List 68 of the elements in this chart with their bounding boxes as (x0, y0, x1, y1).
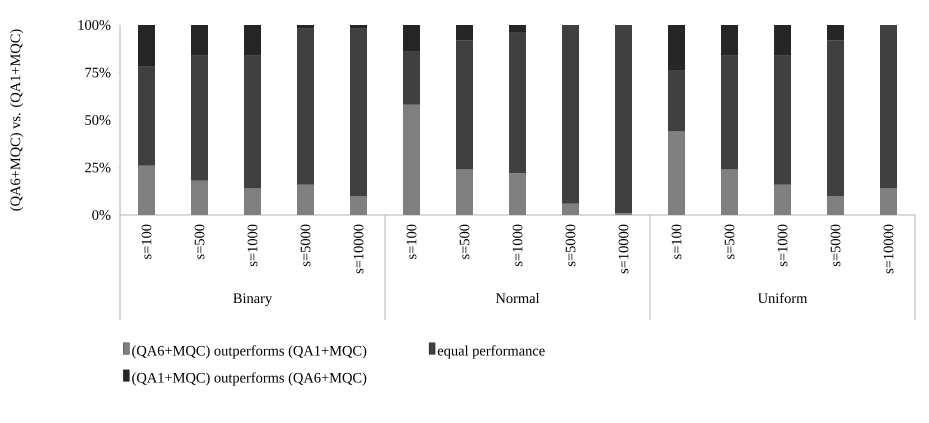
legend-label: (QA1+MQC) outperforms (QA6+MQC) (132, 372, 366, 386)
y-tick-label: 100% (78, 20, 110, 30)
x-tick-label: s=500 (194, 224, 204, 259)
bar (668, 70, 686, 132)
bar (668, 25, 686, 71)
x-tick-label: s=5000 (300, 224, 310, 266)
text: Uniform (758, 292, 808, 304)
bar (350, 25, 368, 29)
bar (350, 28, 368, 196)
bar (191, 180, 208, 215)
y-axis-title: (QA6+MQC) vs. (QA1+MQC) (10, 29, 24, 211)
legend-label: (QA6+MQC) outperforms (QA1+MQC) (132, 345, 366, 359)
bar (350, 196, 368, 215)
bar (774, 55, 792, 185)
x-tick-label: s=500 (724, 224, 734, 259)
bar (403, 52, 420, 105)
bar (456, 25, 474, 40)
bar (191, 55, 208, 181)
bar (721, 169, 738, 215)
x-tick-label: s=100 (142, 224, 152, 259)
x-tick-label: s=10000 (354, 224, 364, 274)
bar (297, 28, 314, 185)
bar (774, 184, 792, 215)
bar (880, 188, 898, 215)
bar (562, 25, 580, 204)
bar (774, 25, 792, 56)
bar (827, 196, 844, 215)
x-tick-label: s=5000 (566, 224, 576, 266)
bar (456, 40, 474, 170)
bar (191, 25, 208, 56)
x-tick-label: s=5000 (830, 224, 840, 266)
bar (721, 55, 738, 170)
x-tick-label: s=10000 (884, 224, 894, 274)
bar (138, 66, 155, 166)
bar (827, 25, 844, 40)
bar (138, 166, 155, 215)
x-tick-label: s=1000 (512, 224, 522, 266)
x-tick-label: s=100 (406, 224, 416, 259)
bar (509, 32, 526, 174)
bar (244, 55, 261, 188)
y-tick-label: 0% (92, 210, 110, 220)
bar (509, 25, 526, 33)
x-tick-label: s=1000 (248, 224, 258, 266)
bar (668, 131, 686, 215)
legend-label: equal performance (438, 345, 545, 359)
x-tick-label: s=10000 (618, 224, 628, 274)
y-tick-label: 75% (85, 68, 110, 78)
x-tick-label: s=500 (460, 224, 470, 259)
bar (509, 173, 526, 215)
x-tick-label: s=1000 (778, 224, 788, 266)
bar (138, 25, 155, 67)
bar (403, 104, 420, 215)
bar (403, 25, 420, 52)
x-tick-label: s=100 (672, 224, 682, 259)
bar (721, 25, 738, 56)
bar (297, 184, 314, 215)
bar (880, 25, 898, 188)
y-tick-label: 50% (85, 115, 110, 125)
text: Binary (233, 293, 272, 306)
bar (827, 40, 844, 196)
bar (562, 204, 580, 215)
text: Normal (496, 292, 540, 304)
bar (297, 25, 314, 29)
bar (244, 25, 261, 56)
y-tick-label: 25% (85, 162, 110, 172)
bar (615, 25, 632, 214)
bar (244, 188, 261, 215)
bar (456, 169, 474, 215)
